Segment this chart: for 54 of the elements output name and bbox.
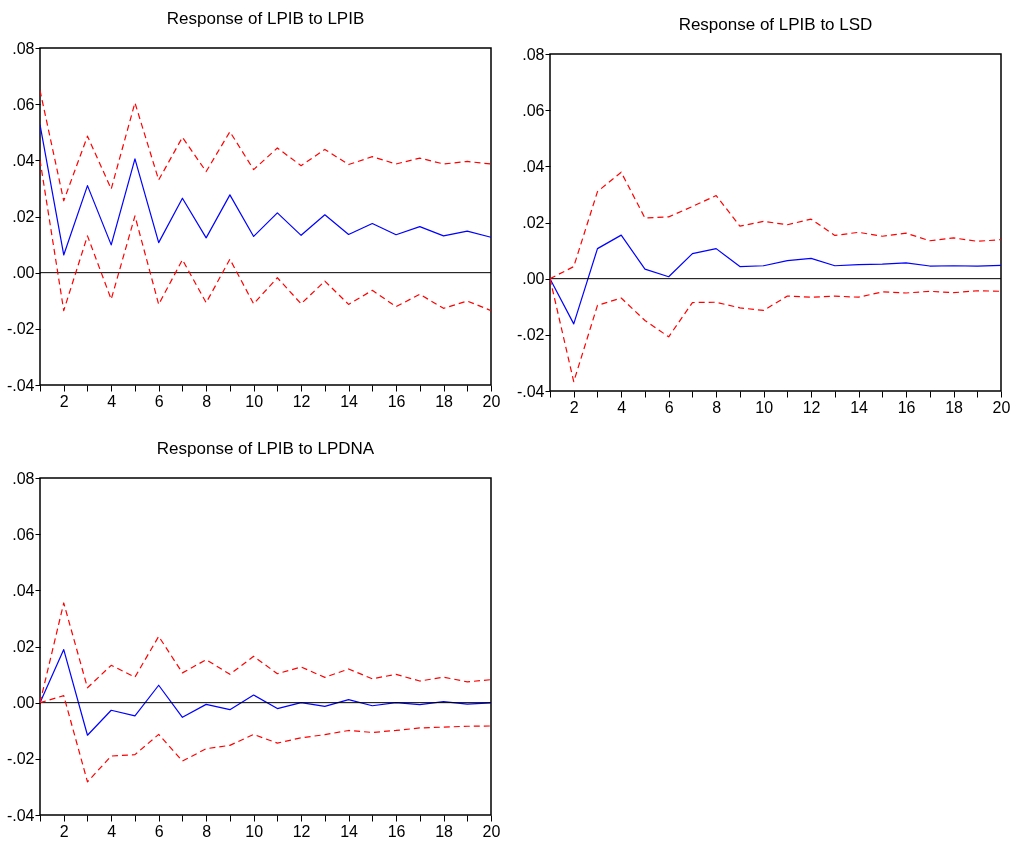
x-tick-label: 8 <box>712 398 722 416</box>
y-tick-label: -.04 <box>6 376 35 394</box>
x-tick-label: 12 <box>292 822 311 840</box>
y-tick-label: -.02 <box>6 320 35 338</box>
x-tick-label: 10 <box>245 392 264 410</box>
y-tick-label: -.04 <box>516 382 545 400</box>
y-tick-label: .00 <box>12 694 35 712</box>
x-tick-label: 14 <box>850 398 869 416</box>
x-tick-label: 14 <box>340 822 359 840</box>
y-tick-label: -.02 <box>6 750 35 768</box>
x-tick-label: 20 <box>992 398 1011 416</box>
x-tick-label: 2 <box>59 392 69 410</box>
y-tick-label: .06 <box>522 101 545 119</box>
y-tick-label: .02 <box>12 638 35 655</box>
x-tick-label: 18 <box>435 822 454 840</box>
y-tick-label: .08 <box>12 469 35 487</box>
y-tick-label: .04 <box>12 151 35 169</box>
x-tick-label: 8 <box>202 392 212 410</box>
x-tick-label: 18 <box>435 392 454 410</box>
chart-title: Response of LPIB to LPIB <box>166 9 365 28</box>
x-tick-label: 6 <box>664 398 674 416</box>
y-tick-label: -.02 <box>516 326 545 344</box>
x-tick-label: 10 <box>755 398 774 416</box>
x-tick-label: 16 <box>387 392 406 410</box>
x-tick-label: 20 <box>482 822 501 840</box>
x-tick-label: 4 <box>107 392 117 410</box>
y-tick-label: .08 <box>522 45 545 63</box>
x-tick-label: 4 <box>617 398 627 416</box>
x-tick-label: 16 <box>897 398 916 416</box>
x-tick-label: 4 <box>107 822 117 840</box>
y-tick-label: -.04 <box>6 806 35 824</box>
x-tick-label: 16 <box>387 822 406 840</box>
x-tick-label: 10 <box>245 822 264 840</box>
y-tick-label: .04 <box>522 157 545 175</box>
x-tick-label: 8 <box>202 822 212 840</box>
chart-title: Response of LPIB to LPDNA <box>156 439 375 458</box>
x-tick-label: 6 <box>154 392 164 410</box>
y-tick-label: .02 <box>522 214 545 231</box>
x-tick-label: 14 <box>340 392 359 410</box>
chart-title: Response of LPIB to LSD <box>678 15 873 34</box>
x-tick-label: 2 <box>59 822 69 840</box>
y-tick-label: .04 <box>12 581 35 599</box>
x-tick-label: 18 <box>945 398 964 416</box>
y-tick-label: .02 <box>12 208 35 225</box>
y-tick-label: .00 <box>12 264 35 282</box>
y-tick-label: .08 <box>12 39 35 57</box>
y-tick-label: .00 <box>522 270 545 288</box>
y-tick-label: .06 <box>12 525 35 543</box>
y-tick-label: .06 <box>12 95 35 113</box>
x-tick-label: 12 <box>802 398 821 416</box>
x-tick-label: 20 <box>482 392 501 410</box>
x-tick-label: 2 <box>569 398 579 416</box>
x-tick-label: 6 <box>154 822 164 840</box>
x-tick-label: 12 <box>292 392 311 410</box>
